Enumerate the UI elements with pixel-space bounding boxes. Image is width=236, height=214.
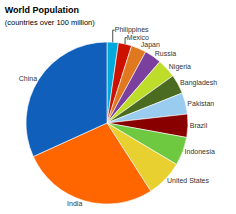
svg-text:India: India [67,200,82,207]
svg-text:Pakistan: Pakistan [187,100,214,107]
svg-text:Russia: Russia [155,50,177,57]
svg-text:Nigeria: Nigeria [169,63,191,71]
svg-text:Mexico: Mexico [127,34,149,41]
svg-text:Brazil: Brazil [190,122,208,129]
svg-text:World Population(countries ove: World Population(countries over 100 mill… [5,5,96,27]
svg-text:Philippines: Philippines [115,26,149,34]
svg-text:Bangladesh: Bangladesh [180,79,217,87]
svg-text:China: China [19,75,37,82]
svg-text:United States: United States [167,177,210,184]
svg-text:Indonesia: Indonesia [185,148,215,155]
svg-text:Japan: Japan [141,41,160,49]
